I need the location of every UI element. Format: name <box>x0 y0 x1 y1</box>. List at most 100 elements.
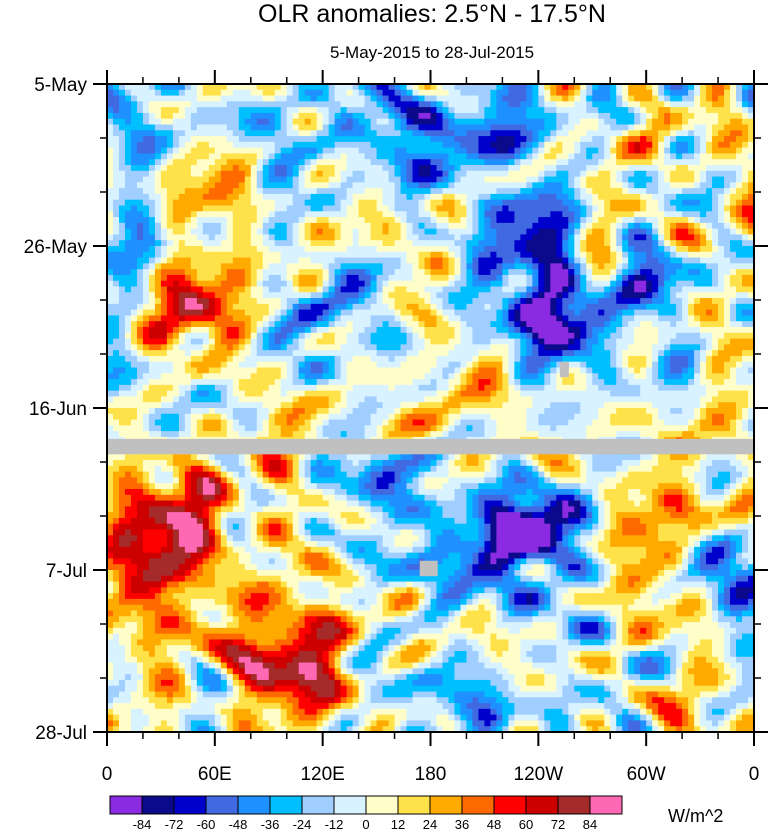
field-cell <box>376 344 384 351</box>
field-cell <box>256 257 264 264</box>
field-cell <box>520 170 527 178</box>
field-cell <box>364 234 372 241</box>
field-cell <box>214 141 222 149</box>
field-cell <box>466 141 474 149</box>
field-cell <box>538 141 545 149</box>
field-cell <box>250 234 258 241</box>
field-cell <box>502 89 509 97</box>
field-cell <box>292 130 300 137</box>
field-cell <box>478 246 486 253</box>
field-cell <box>484 112 492 120</box>
field-cell <box>388 165 396 172</box>
field-cell <box>226 199 234 207</box>
field-cell <box>718 130 725 137</box>
field-cell <box>586 298 593 305</box>
field-cell <box>622 84 629 91</box>
chart-title: OLR anomalies: 2.5°N - 17.5°N <box>258 0 606 28</box>
field-cell <box>640 274 647 282</box>
field-cell <box>202 205 210 212</box>
field-cell <box>112 193 120 201</box>
field-cell <box>592 280 599 288</box>
field-cell <box>646 257 653 264</box>
field-cell <box>562 234 569 241</box>
field-cell <box>112 118 120 126</box>
field-cell <box>364 199 372 207</box>
field-cell <box>310 217 318 224</box>
field-cell <box>562 298 569 305</box>
field-cell <box>700 222 707 230</box>
field-cell <box>256 170 264 178</box>
field-cell <box>640 130 647 137</box>
field-cell <box>658 228 665 236</box>
field-cell <box>334 344 342 351</box>
field-cell <box>652 298 659 305</box>
field-cell <box>688 136 695 143</box>
field-cell <box>730 286 737 293</box>
field-cell <box>304 246 312 253</box>
field-cell <box>220 292 228 299</box>
field-cell <box>694 228 701 236</box>
field-cell <box>166 130 174 137</box>
field-cell <box>370 257 378 264</box>
field-cell <box>274 292 282 299</box>
field-cell <box>214 153 222 160</box>
field-cell <box>562 107 569 114</box>
field-cell <box>616 269 623 276</box>
field-cell <box>748 338 754 345</box>
field-cell <box>532 298 539 305</box>
field-cell <box>238 327 246 334</box>
field-cell <box>610 292 617 299</box>
field-cell <box>352 327 360 334</box>
field-cell <box>274 332 282 340</box>
field-cell <box>496 153 503 160</box>
field-cell <box>178 165 186 172</box>
field-cell <box>274 130 282 137</box>
field-cell <box>274 338 282 345</box>
field-cell <box>562 292 569 299</box>
field-cell <box>484 170 492 178</box>
field-cell <box>634 332 641 340</box>
field-cell <box>400 170 408 178</box>
field-cell <box>478 234 486 241</box>
field-cell <box>688 234 695 241</box>
field-cell <box>598 84 605 91</box>
field-cell <box>268 344 276 351</box>
field-cell <box>658 159 665 166</box>
field-cell <box>154 222 162 230</box>
field-cell <box>514 286 521 293</box>
field-cell <box>172 118 180 126</box>
field-cell <box>268 124 276 131</box>
field-cell <box>598 107 605 114</box>
field-cell <box>400 321 408 328</box>
field-cell <box>436 130 444 137</box>
field-cell <box>706 147 713 155</box>
field-cell <box>238 269 246 276</box>
field-cell <box>136 211 144 218</box>
field-cell <box>490 193 497 201</box>
field-cell <box>292 292 300 299</box>
field-cell <box>658 344 665 351</box>
field-cell <box>178 327 186 334</box>
field-cell <box>514 217 521 224</box>
field-cell <box>358 251 366 259</box>
field-cell <box>580 298 587 305</box>
field-cell <box>256 141 264 149</box>
field-cell <box>256 292 264 299</box>
field-cell <box>712 309 719 317</box>
field-cell <box>688 251 695 259</box>
field-cell <box>670 188 677 195</box>
field-cell <box>322 222 330 230</box>
field-cell <box>304 286 312 293</box>
field-cell <box>334 147 342 155</box>
field-cell <box>268 309 276 317</box>
field-cell <box>274 315 282 322</box>
field-cell <box>664 159 671 166</box>
field-cell <box>484 280 492 288</box>
field-cell <box>364 222 372 230</box>
field-cell <box>676 217 683 224</box>
field-cell <box>640 165 647 172</box>
field-cell <box>364 118 372 126</box>
field-cell <box>574 141 581 149</box>
field-cell <box>718 141 725 149</box>
field-cell <box>448 338 456 345</box>
